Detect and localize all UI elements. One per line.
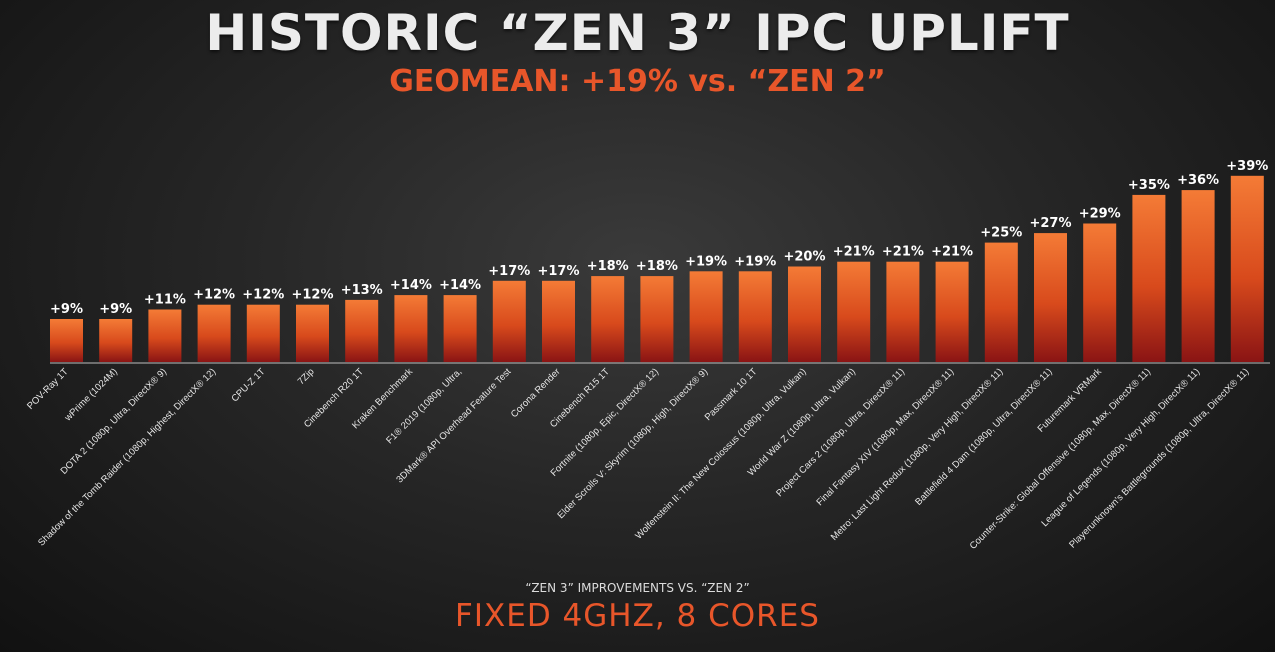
bar [788,266,821,362]
bar-value-label: +21% [833,245,875,260]
bar [50,319,83,362]
bar [296,304,329,362]
category-label: Metro: Last Light Redux (1080p, Very Hig… [829,366,1006,543]
bar-value-label: +12% [193,288,235,303]
category-label: World War Z (1080p, Ultra, Vulkan) [746,366,858,478]
page-title: HISTORIC “ZEN 3” IPC UPLIFT [205,4,1070,62]
bar-value-label: +9% [50,302,83,317]
bar [1230,175,1264,362]
bar-value-label: +21% [882,245,924,260]
bar-value-label: +12% [242,288,284,303]
bar [1034,233,1067,362]
ipc-uplift-bar-chart: +9% +9% +11% +12% +12% +12% +13% +14% +14% +17% +1… [25,159,1270,552]
bar [738,271,772,362]
bar-value-label: +13% [341,283,383,298]
bar-value-label: +14% [439,278,481,293]
bar [1083,223,1117,362]
category-label: Wolfenstein II: The New Colossus (1080p,… [633,366,808,541]
bar-value-label: +19% [734,254,776,269]
comparison-note: “ZEN 3” IMPROVEMENTS VS. “ZEN 2” [525,581,750,595]
bar [1132,194,1166,362]
category-label: POV-Ray 1T [25,366,71,412]
bar [984,242,1018,362]
category-label: DOTA 2 (1080p, Ultra, DirectX® 9) [59,366,169,476]
bars-group [50,175,1264,363]
category-label: Corona Render [509,366,563,420]
bar [689,271,723,362]
bar [492,280,526,362]
bar [837,261,871,362]
bar [246,304,280,362]
bar-value-label: +11% [144,293,186,308]
bar [197,304,231,362]
category-label: CPU-Z 1T [229,366,267,404]
bar [148,309,182,362]
bar [886,261,920,362]
bar [542,280,575,362]
bar-value-label: +19% [685,254,727,269]
bar-value-label: +17% [488,264,530,279]
bar-value-label: +36% [1177,173,1219,188]
bar [1181,190,1215,362]
bar [394,295,428,362]
category-label: Shadow of the Tomb Raider (1080p, Highes… [36,366,218,548]
bar-value-label: +35% [1128,178,1170,193]
bar [640,276,674,363]
category-label: Counter-Strike: Global Offensive (1080p,… [968,366,1153,551]
bar-value-label: +18% [636,259,678,274]
bar-value-label: +12% [291,288,333,303]
bar [99,319,133,362]
bar-value-label: +20% [783,250,825,265]
bar-value-label: +14% [390,278,432,293]
bar-value-label: +21% [931,245,973,260]
category-label: Fortnite (1080p, Epic, DirectX® 12) [549,366,661,478]
bar [345,299,379,362]
bar-value-label: +27% [1029,216,1071,231]
bar [443,295,477,362]
bar-value-label: +39% [1226,159,1268,174]
bar-value-label: +29% [1079,207,1121,222]
geomean-subtitle: GEOMEAN: +19% vs. “ZEN 2” [389,64,886,99]
bar-value-label: +9% [99,302,132,317]
bar-value-label: +18% [587,259,629,274]
bar [591,276,625,363]
bar-value-label: +17% [537,264,579,279]
category-label: Passmark 10 1T [703,366,760,423]
test-config: FIXED 4GHZ, 8 CORES [455,598,820,634]
bar [935,261,969,362]
bar-value-label: +25% [980,226,1022,241]
category-label: Playerunknown's Battlegrounds (1080p, Ul… [1067,366,1251,550]
category-label: 7Zip [296,366,317,387]
value-labels-group: +9% +9% +11% +12% +12% +12% +13% +14% +14% +17% +1… [50,159,1268,317]
